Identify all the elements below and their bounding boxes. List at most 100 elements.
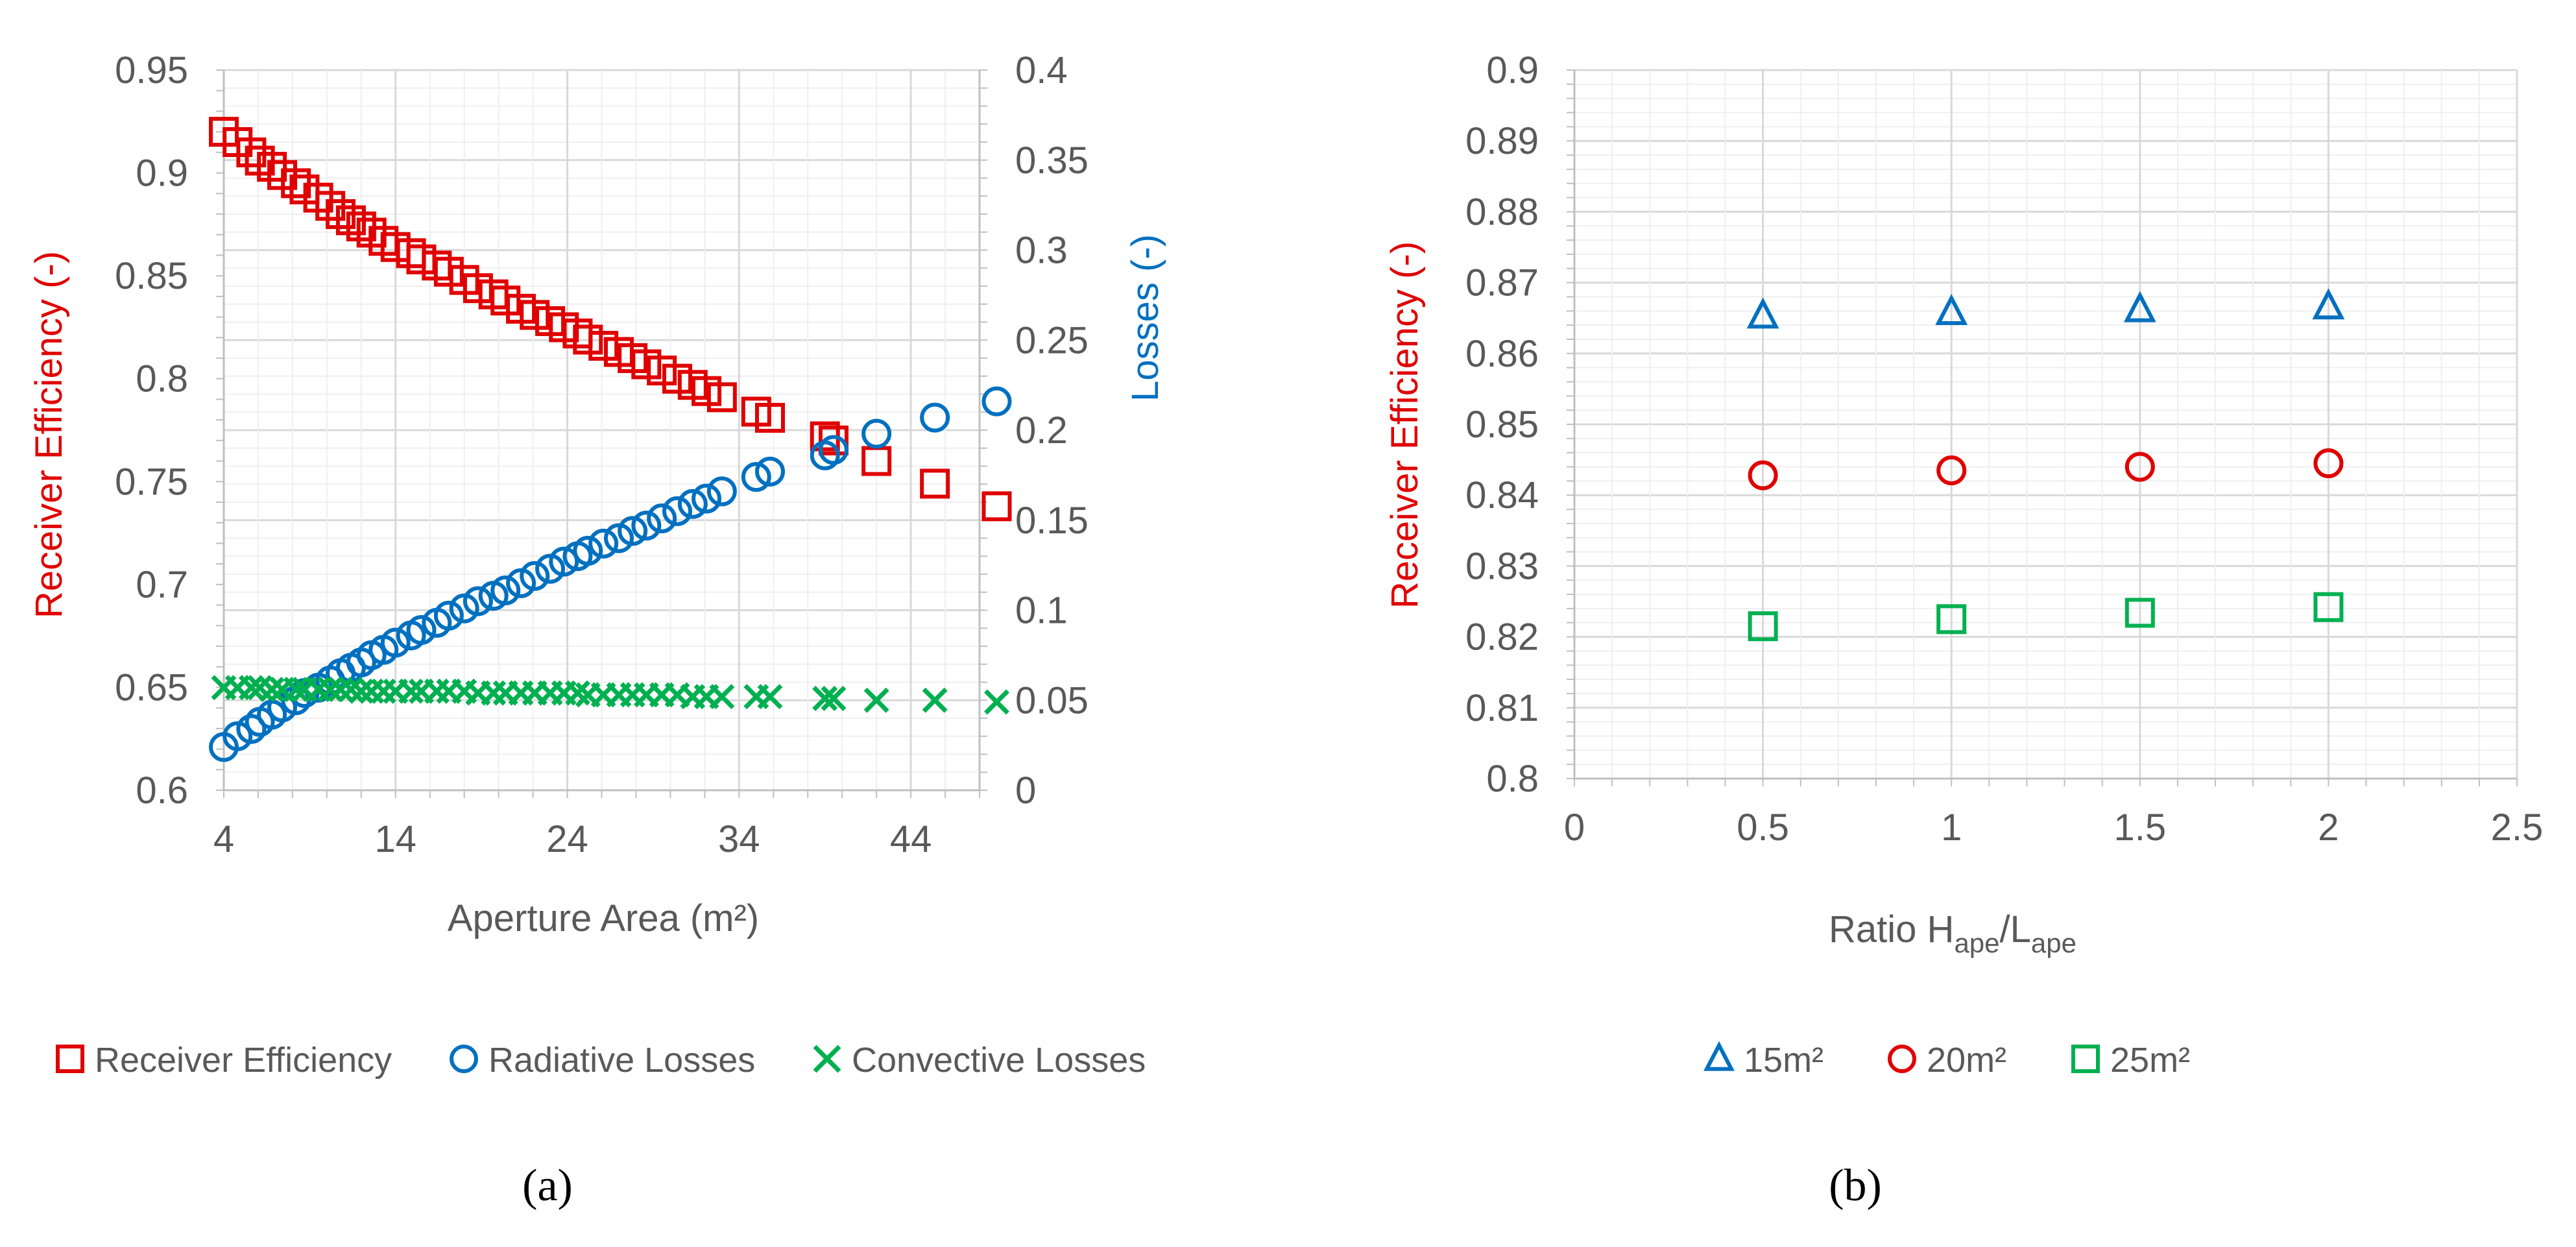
y-tick-label-right: 0.3 xyxy=(1015,230,1068,272)
convective-losses-point xyxy=(328,677,354,703)
chart-b-x-axis-title-mid: /L xyxy=(2000,908,2031,950)
chart-b: 0 0.5 1 1.5 2 2.5 0.8 0.81 0.82 0.83 0.84 0.85 0.86 0… xyxy=(1384,49,2543,1211)
y-tick-label: 0.83 xyxy=(1465,545,1539,587)
convective-losses-point xyxy=(821,686,847,711)
y-tick-label: 0.88 xyxy=(1465,191,1539,233)
x-tick-label: 0 xyxy=(1564,806,1585,849)
receiver-efficiency-point xyxy=(981,491,1012,522)
chart-a-panel-label: (a) xyxy=(522,1161,573,1211)
legend-marker xyxy=(813,1045,841,1073)
y-tick-label-right: 0.25 xyxy=(1015,319,1089,361)
series-25m-point xyxy=(2125,598,2155,628)
legend-marker xyxy=(1888,1045,1916,1073)
y-tick-label-left: 0.9 xyxy=(136,152,188,195)
y-tick-label-right: 0 xyxy=(1015,769,1036,812)
series-20m-point xyxy=(1936,455,1967,485)
receiver-efficiency-point xyxy=(662,363,692,394)
y-tick-label-left: 0.8 xyxy=(136,358,188,400)
chart-a-legend: Receiver Efficiency Radiative Losses Conve… xyxy=(56,1041,1146,1080)
convective-losses-point xyxy=(259,677,285,703)
series-15m-point xyxy=(2123,291,2156,322)
y-tick-label: 0.81 xyxy=(1465,687,1539,729)
radiative-losses-point xyxy=(677,489,708,519)
convective-losses-point xyxy=(984,689,1009,715)
series-15m-point xyxy=(2312,288,2345,320)
radiative-losses-point xyxy=(631,511,662,541)
radiative-losses-point xyxy=(861,418,892,449)
x-tick-label: 34 xyxy=(718,818,760,860)
receiver-efficiency-point xyxy=(818,425,849,455)
y-tick-label: 0.84 xyxy=(1465,474,1539,516)
convective-losses-point xyxy=(424,678,450,704)
receiver-efficiency-point xyxy=(573,324,603,355)
radiative-losses-point xyxy=(549,546,579,577)
y-tick-label-right: 0.35 xyxy=(1015,139,1089,182)
radiative-losses-point xyxy=(647,503,677,533)
radiative-losses-point xyxy=(618,516,648,546)
y-tick-label-right: 0.1 xyxy=(1015,590,1068,632)
chart-a-tick-labels: 4 14 24 34 44 0.6 0.65 0.7 0.75 0.8 0.85 0.9 0.95 0 0.… xyxy=(115,49,1089,860)
radiative-losses-point xyxy=(463,586,493,616)
receiver-efficiency-point xyxy=(520,300,550,330)
receiver-efficiency-point xyxy=(433,256,464,287)
x-tick-label: 1 xyxy=(1941,806,1962,849)
y-tick-label-left: 0.95 xyxy=(115,49,188,91)
y-tick-label-right: 0.15 xyxy=(1015,500,1089,542)
chart-b-gridlines xyxy=(1573,69,2518,780)
chart-b-x-axis-title-main: Ratio H xyxy=(1829,908,1954,950)
convective-losses-point xyxy=(709,684,735,710)
receiver-efficiency-point xyxy=(754,402,785,433)
chart-b-x-axis-title: Ratio Hape/Lape xyxy=(1829,908,2076,958)
legend-label: Convective Losses xyxy=(852,1041,1146,1080)
radiative-losses-point xyxy=(706,476,737,507)
y-tick-label: 0.9 xyxy=(1486,49,1539,91)
series-20m-point xyxy=(2125,452,2155,482)
y-tick-label-right: 0.4 xyxy=(1015,49,1068,91)
chart-b-x-axis-title-sub2: ape xyxy=(2031,928,2076,958)
radiative-losses-point xyxy=(433,600,464,631)
radiative-losses-point xyxy=(490,575,521,605)
y-tick-label-left: 0.75 xyxy=(115,461,188,503)
convective-losses-point xyxy=(757,684,783,710)
x-tick-label: 44 xyxy=(890,818,932,860)
legend-label: Receiver Efficiency xyxy=(95,1041,392,1080)
chart-b-axes xyxy=(1567,69,2518,786)
chart-b-y-axis-title: Receiver Efficiency (-) xyxy=(1384,241,1426,609)
convective-losses-point xyxy=(283,677,309,703)
y-tick-label: 0.89 xyxy=(1465,120,1539,162)
radiative-losses-point xyxy=(981,386,1012,417)
chart-a-x-axis-title: Aperture Area (m²) xyxy=(448,897,759,939)
convective-losses-point xyxy=(863,687,889,713)
x-tick-label: 2 xyxy=(2318,806,2339,849)
receiver-efficiency-point xyxy=(647,356,677,386)
legend-marker xyxy=(2071,1045,2100,1073)
radiative-losses-point xyxy=(754,456,785,487)
legend-marker xyxy=(56,1045,84,1073)
radiative-losses-point xyxy=(573,535,603,566)
y-tick-label-left: 0.7 xyxy=(136,564,188,606)
receiver-efficiency-point xyxy=(588,330,619,361)
convective-losses-point xyxy=(812,686,838,711)
radiative-losses-point xyxy=(692,483,722,514)
series-15m-point xyxy=(1935,293,1968,325)
radiative-losses-point xyxy=(236,714,267,744)
convective-losses-point xyxy=(238,675,264,701)
series-20m-point xyxy=(1748,460,1778,490)
chart-b-legend: 15m² 20m² 25m² xyxy=(1703,1041,2190,1080)
radiative-losses-point xyxy=(406,615,437,646)
x-tick-label: 0.5 xyxy=(1737,806,1789,849)
chart-b-tick-labels: 0 0.5 1 1.5 2 2.5 0.8 0.81 0.82 0.83 0.84 0.85 0.86 0… xyxy=(1465,49,2543,849)
receiver-efficiency-point xyxy=(490,285,521,316)
y-tick-label-left: 0.65 xyxy=(115,666,188,708)
receiver-efficiency-point xyxy=(920,468,950,499)
legend-label: 25m² xyxy=(2110,1041,2190,1080)
series-20m-point xyxy=(2313,448,2344,479)
receiver-efficiency-point xyxy=(257,152,287,182)
legend-label: 20m² xyxy=(1927,1041,2006,1080)
legend-label: Radiative Losses xyxy=(488,1041,755,1080)
y-tick-label: 0.86 xyxy=(1465,333,1539,375)
x-tick-label: 14 xyxy=(375,818,417,860)
chart-b-x-axis-title-sub1: ape xyxy=(1954,928,1999,958)
receiver-efficiency-point xyxy=(706,382,737,413)
